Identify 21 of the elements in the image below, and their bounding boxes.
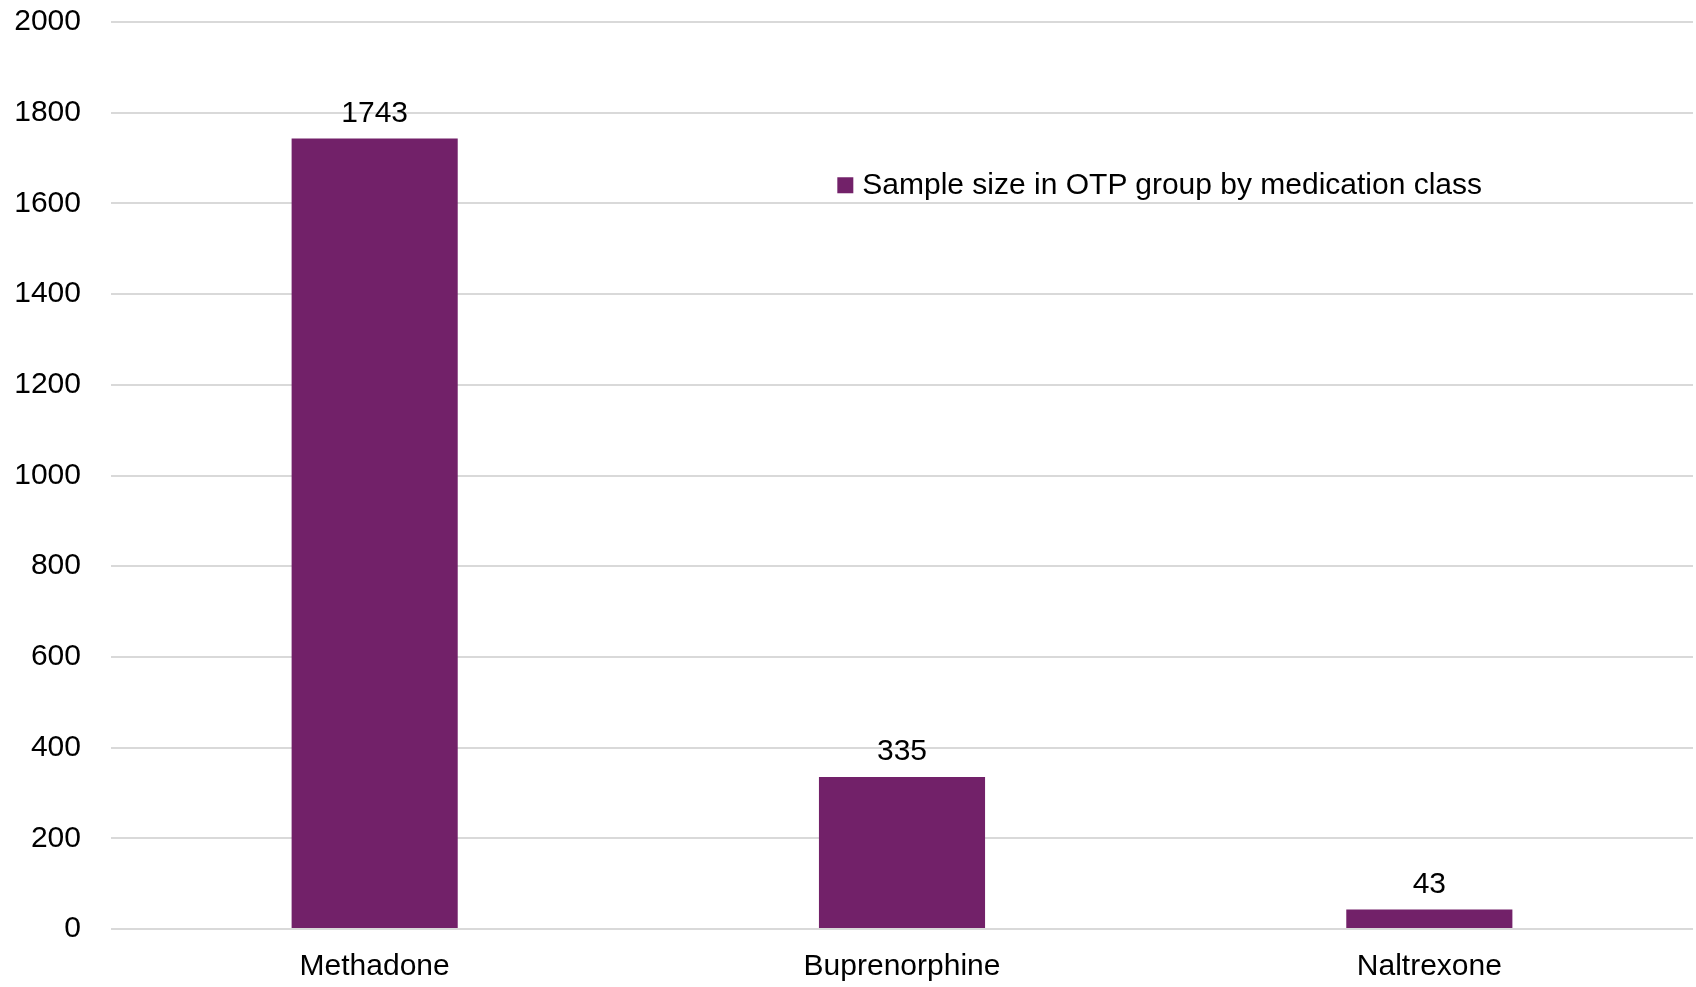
y-tick-label: 1800 (14, 93, 81, 127)
x-tick-label: Buprenorphine (803, 948, 1001, 982)
y-tick-label: 1400 (14, 275, 81, 309)
y-tick-label: 1200 (14, 366, 81, 400)
bar (1346, 909, 1513, 928)
y-tick-label: 800 (30, 547, 81, 581)
data-label: 43 (1412, 865, 1447, 899)
legend-label: Sample size in OTP group by medication class (862, 166, 1483, 200)
y-tick-label: 200 (30, 819, 81, 853)
data-label: 335 (876, 733, 928, 767)
data-label: 1743 (341, 94, 409, 128)
y-tick-label: 0 (64, 910, 81, 944)
y-tick-label: 2000 (14, 3, 81, 37)
x-tick-label: Methadone (299, 948, 450, 982)
y-tick-label: 1600 (14, 184, 81, 218)
bar (818, 777, 986, 928)
y-tick-label: 400 (30, 728, 81, 762)
x-tick-label: Naltrexone (1356, 948, 1502, 982)
bar (291, 138, 458, 928)
y-tick-label: 600 (30, 638, 81, 672)
y-tick-label: 1000 (14, 456, 81, 490)
